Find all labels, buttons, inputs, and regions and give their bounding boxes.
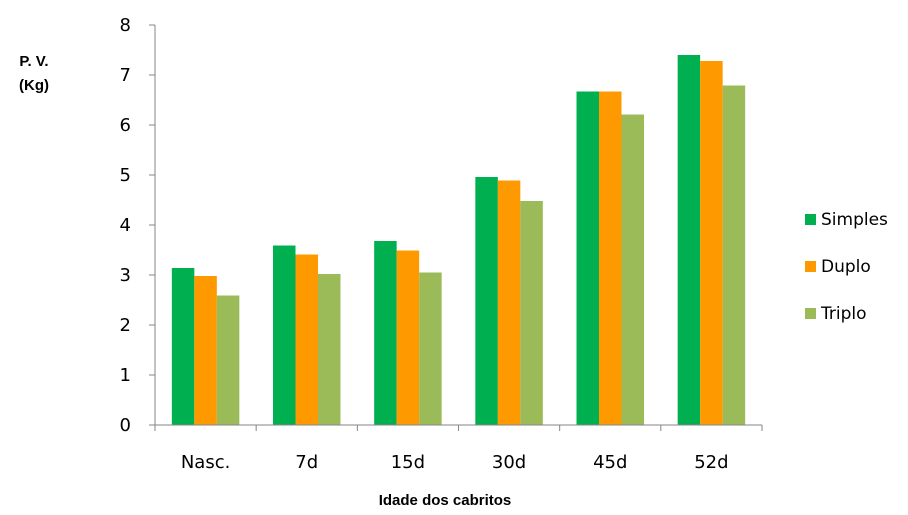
bar-triplo: [621, 114, 644, 425]
bar-simples: [273, 245, 296, 425]
legend-label-triplo: Triplo: [820, 304, 867, 324]
y-tick-label: 3: [120, 265, 131, 286]
bar-triplo: [318, 274, 341, 425]
bar-duplo: [497, 180, 521, 425]
bar-simples: [576, 91, 599, 425]
y-tick-label: 5: [120, 165, 131, 186]
y-tick-label: 2: [120, 315, 131, 336]
y-axis-title-line-2: (Kg): [19, 77, 49, 94]
y-axis-title-line-1: P. V.: [19, 53, 48, 70]
legend: Simples Duplo Triplo: [805, 210, 888, 324]
x-tick-label: 30d: [492, 452, 526, 473]
y-tick-label: 0: [120, 415, 131, 436]
x-axis-title: Idade dos cabritos: [379, 492, 512, 509]
bar-duplo: [194, 276, 217, 425]
x-tick-label: 7d: [295, 452, 318, 473]
x-tick-label: 45d: [593, 452, 627, 473]
bar-simples: [374, 241, 397, 425]
x-axis-ticks: Nasc. 7d 15d 30d 45d 52d: [154, 425, 763, 473]
x-tick-label: 15d: [391, 452, 425, 473]
bar-duplo: [396, 250, 420, 425]
bar-triplo: [520, 201, 543, 425]
bar-triplo: [216, 295, 240, 425]
bar-triplo: [419, 272, 442, 425]
legend-swatch-simples: [805, 214, 816, 225]
bar-duplo: [700, 61, 723, 425]
bars: [171, 55, 746, 425]
legend-swatch-duplo: [805, 261, 816, 272]
bar-simples: [171, 268, 195, 425]
bar-duplo: [599, 91, 622, 425]
x-tick-label: Nasc.: [181, 452, 231, 473]
bar-duplo: [295, 254, 318, 425]
y-tick-label: 1: [120, 365, 131, 386]
legend-label-simples: Simples: [821, 210, 888, 230]
bar-simples: [677, 55, 701, 425]
bar-triplo: [722, 85, 746, 425]
y-tick-label: 4: [120, 215, 131, 236]
bar-simples: [475, 177, 498, 425]
legend-swatch-triplo: [805, 308, 816, 319]
y-tick-label: 7: [120, 65, 131, 86]
x-tick-label: 52d: [694, 452, 728, 473]
y-tick-label: 6: [120, 115, 131, 136]
y-axis-ticks: 0 1 2 3 4 5 6 7 8: [120, 15, 155, 436]
y-tick-label: 8: [120, 15, 131, 36]
legend-label-duplo: Duplo: [821, 257, 871, 277]
